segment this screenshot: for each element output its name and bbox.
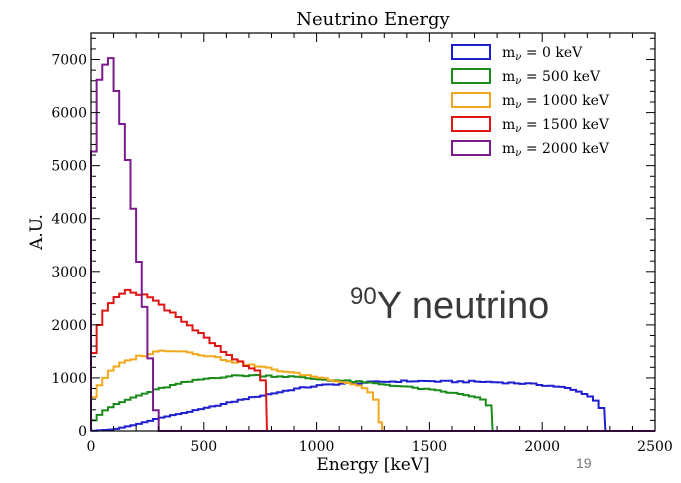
legend-label: mν = 1000 keV — [502, 93, 610, 111]
x-axis-label: Energy [keV] — [316, 455, 429, 475]
legend-label-subscript: ν — [515, 148, 521, 159]
isotope-annotation: 90Y neutrino — [350, 283, 549, 327]
y-tick-label: 5000 — [51, 159, 87, 175]
plot-frame — [90, 32, 656, 432]
legend-label-subscript: ν — [515, 52, 521, 63]
y-tick-label: 6000 — [51, 106, 87, 122]
x-tick-label: 1000 — [299, 439, 335, 455]
legend-label: mν = 0 keV — [502, 45, 583, 63]
legend-label-prefix: m — [502, 117, 515, 133]
legend-entry-1: mν = 0 keV — [451, 44, 583, 63]
legend-label: mν = 1500 keV — [502, 117, 610, 135]
legend-entry-5: mν = 2000 keV — [451, 140, 610, 159]
legend-label-prefix: m — [502, 69, 515, 85]
series-line-1 — [90, 379, 655, 432]
x-tick-label: 0 — [87, 439, 96, 455]
ticks-layer: 0 500 1000 1500 2000 2500 0 1000 2000 3000 4000 500… — [51, 33, 673, 455]
y-tick-label: 4000 — [51, 212, 87, 228]
legend-entry-2: mν = 500 keV — [451, 68, 601, 87]
legend-entry-3: mν = 1000 keV — [451, 92, 610, 111]
legend-label-prefix: m — [502, 93, 515, 109]
series-line-5 — [90, 57, 655, 432]
legend-label-suffix: = 1000 keV — [521, 93, 609, 109]
x-tick-label: 500 — [190, 439, 217, 455]
legend-label: mν = 500 keV — [502, 69, 601, 87]
page-number: 19 — [576, 455, 592, 471]
y-tick-label: 3000 — [51, 265, 87, 281]
legend-label-suffix: = 500 keV — [521, 69, 601, 85]
legend-swatch — [451, 116, 491, 132]
legend-label-suffix: = 2000 keV — [521, 141, 609, 157]
legend-label-suffix: = 0 keV — [521, 45, 583, 61]
legend-label-prefix: m — [502, 45, 515, 61]
legend-label-subscript: ν — [515, 76, 521, 87]
isotope-annotation-text: Y neutrino — [377, 285, 550, 327]
x-tick-label: 2500 — [637, 439, 673, 455]
chart-title: Neutrino Energy — [296, 9, 450, 30]
legend-swatch — [451, 44, 491, 60]
legend-entry-4: mν = 1500 keV — [451, 116, 610, 135]
y-axis-label: A.U. — [27, 214, 47, 251]
legend-label: mν = 2000 keV — [502, 141, 610, 159]
legend-swatch — [451, 92, 491, 108]
y-tick-label: 2000 — [51, 318, 87, 334]
x-tick-label: 2000 — [524, 439, 560, 455]
series-line-2 — [90, 373, 655, 432]
legend-label-subscript: ν — [515, 100, 521, 111]
legend-swatch — [451, 68, 491, 84]
x-tick-label: 1500 — [412, 439, 448, 455]
legend-label-prefix: m — [502, 141, 515, 157]
legend-label-suffix: = 1500 keV — [521, 117, 609, 133]
isotope-mass-number: 90 — [350, 283, 377, 310]
series-layer — [90, 57, 655, 432]
legend-swatch — [451, 140, 491, 156]
series-line-4 — [90, 288, 655, 432]
legend-label-subscript: ν — [515, 124, 521, 135]
y-tick-label: 7000 — [51, 53, 87, 69]
y-tick-label: 1000 — [51, 371, 87, 387]
y-tick-label: 0 — [78, 424, 87, 440]
